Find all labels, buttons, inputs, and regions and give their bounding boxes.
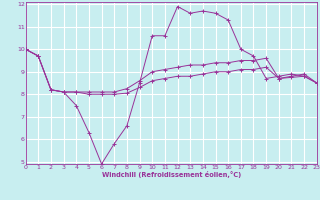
X-axis label: Windchill (Refroidissement éolien,°C): Windchill (Refroidissement éolien,°C)	[101, 171, 241, 178]
